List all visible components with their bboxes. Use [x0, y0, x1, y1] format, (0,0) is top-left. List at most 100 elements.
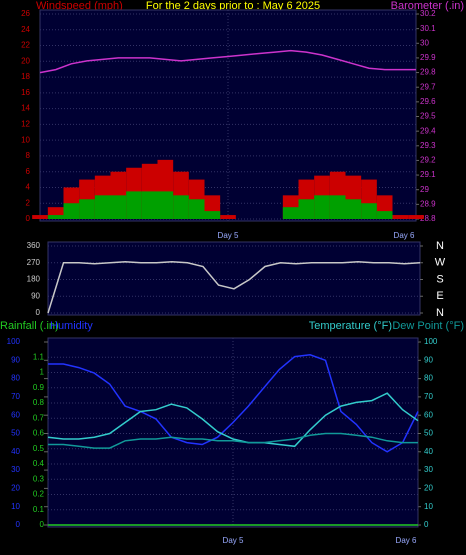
y2ticks-label: 29.8 [420, 68, 436, 77]
wind-bar [204, 211, 221, 219]
wind-bar [110, 195, 127, 219]
y2ticks-label: 70 [424, 392, 433, 401]
wind-bar [392, 215, 409, 219]
yticks-label: 0.6 [33, 429, 45, 438]
yticks-label: 24 [21, 25, 30, 34]
y2ticks-label: 0 [424, 520, 429, 529]
y2ticks-label: 10 [424, 502, 433, 511]
yticks-label: 2 [26, 198, 31, 207]
legend-label: Dew Point (°F) [392, 320, 464, 332]
series-line [48, 432, 418, 449]
wind-bar [126, 191, 142, 219]
y2ticks-label: S [436, 273, 443, 285]
yticks-label: 0.3 [33, 474, 45, 483]
yticks-label: 1.1 [33, 352, 45, 361]
y2ticks-label: 29.6 [420, 97, 436, 106]
hticks-label: 40 [11, 447, 20, 456]
yticks-label: 180 [27, 275, 41, 284]
yticks-label: 18 [21, 72, 30, 81]
series-line [39, 49, 416, 74]
y2ticks-label: 29.7 [420, 82, 436, 91]
y2ticks-label: 29.2 [420, 156, 436, 165]
yticks-label: 0.8 [33, 398, 45, 407]
y2ticks-label: W [435, 257, 446, 269]
wind-bar [79, 199, 95, 219]
yticks-label: 90 [31, 291, 40, 300]
wind-bar [220, 215, 236, 219]
yticks-label: 360 [27, 241, 41, 250]
yticks-label: 26 [21, 9, 30, 18]
yticks-label: 270 [27, 258, 41, 267]
y2ticks-label: 28.9 [420, 199, 436, 208]
x-tick-label: Day 5 [223, 536, 244, 545]
wind-bar [47, 207, 64, 219]
y2ticks-label: 29.9 [420, 53, 436, 62]
yticks-label: 0.5 [33, 444, 45, 453]
wind-bar [63, 203, 80, 219]
y2ticks-label: 29 [420, 185, 429, 194]
x-tick-label: Day 6 [394, 231, 415, 240]
yticks-label: 4 [26, 183, 31, 192]
yticks-label: 0 [40, 520, 45, 529]
y2ticks-label: 80 [424, 374, 433, 383]
yticks-label: 0.7 [33, 413, 45, 422]
y2ticks-label: 29.5 [420, 112, 436, 121]
y2ticks-label: 30 [424, 465, 433, 474]
y2ticks-label: E [436, 290, 443, 302]
y2ticks-label: 40 [424, 447, 433, 456]
hticks-label: 20 [11, 484, 20, 493]
wind-bar [32, 215, 48, 219]
hticks-label: 30 [11, 465, 20, 474]
yticks-label: 20 [21, 56, 30, 65]
yticks-label: 8 [26, 151, 31, 160]
hticks-label: 60 [11, 410, 20, 419]
x-tick-label: Day 6 [396, 536, 417, 545]
hticks-label: 0 [16, 520, 21, 529]
series-line [47, 392, 419, 448]
y-axis-title: Windspeed (mph) [36, 0, 123, 12]
y2ticks-label: 30.2 [420, 9, 436, 18]
y2ticks-label: 29.4 [420, 126, 436, 135]
wind-bar [188, 199, 205, 219]
y2ticks-label: 50 [424, 429, 433, 438]
series-line [48, 354, 419, 453]
wind-bar [298, 199, 315, 219]
y2ticks-label: 30 [420, 38, 429, 47]
wind-bar [314, 195, 330, 219]
legend-label: Rainfall (.in) [0, 320, 59, 332]
y2ticks-label: N [436, 307, 444, 319]
y2ticks-label: N [436, 240, 444, 252]
wind-bar [408, 215, 424, 219]
wind-bar [329, 195, 346, 219]
yticks-label: 1 [40, 368, 45, 377]
wind-bar [94, 195, 111, 219]
plot-area [47, 241, 421, 316]
wind-bar [141, 191, 158, 219]
hticks-label: 90 [11, 355, 20, 364]
y2ticks-label: 90 [424, 355, 433, 364]
y2-axis-title: Barometer (.in) [391, 0, 464, 12]
hticks-label: 50 [11, 429, 20, 438]
x-tick-label: Day 5 [218, 231, 239, 240]
hticks-label: 100 [7, 337, 21, 346]
y2ticks-label: 100 [424, 337, 438, 346]
hticks-label: 70 [11, 392, 20, 401]
y2ticks-label: 20 [424, 484, 433, 493]
yticks-label: 6 [26, 167, 31, 176]
yticks-label: 0 [36, 308, 41, 317]
hticks-label: 10 [11, 502, 20, 511]
legend-label: Temperature (°F) [309, 320, 392, 332]
y2ticks-label: 28.8 [420, 214, 436, 223]
yticks-label: 0.2 [33, 490, 45, 499]
wind-bar [157, 191, 174, 219]
y2ticks-label: 29.1 [420, 170, 436, 179]
plot-area [47, 337, 419, 528]
wind-bar [173, 195, 189, 219]
series-line [47, 261, 421, 314]
yticks-label: 0.1 [33, 505, 45, 514]
yticks-label: 0.4 [33, 459, 45, 468]
wind-bar [282, 207, 299, 219]
y2ticks-label: 60 [424, 410, 433, 419]
